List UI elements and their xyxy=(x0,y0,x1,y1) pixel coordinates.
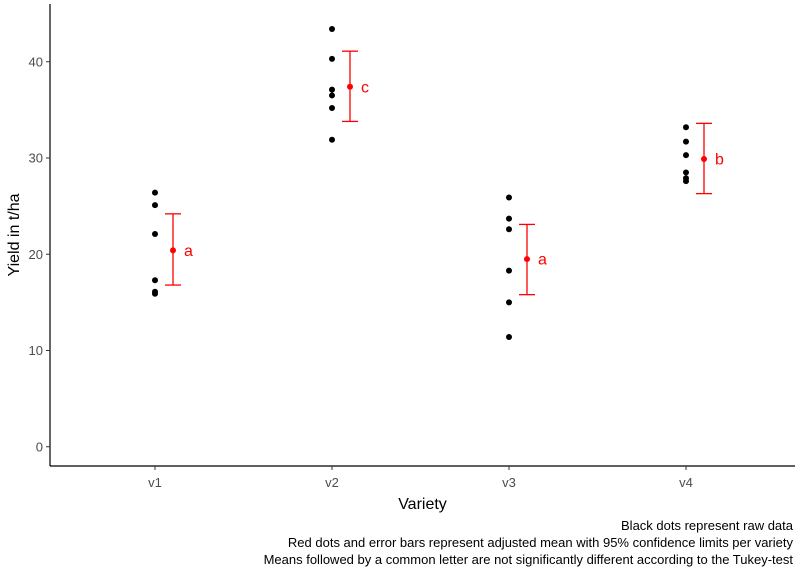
raw-data-point xyxy=(329,55,335,62)
raw-data-point xyxy=(506,267,512,274)
raw-data-point xyxy=(683,178,689,185)
raw-data-point xyxy=(329,86,335,93)
y-tick-label: 20 xyxy=(29,247,43,262)
significance-letter: c xyxy=(361,79,369,96)
raw-data-point xyxy=(683,138,689,145)
raw-data-point xyxy=(152,290,158,297)
raw-data-point xyxy=(152,189,158,196)
caption-line-2: Red dots and error bars represent adjust… xyxy=(287,535,793,550)
x-tick-label: v4 xyxy=(679,475,693,490)
x-tick-label: v2 xyxy=(325,475,339,490)
raw-data-point xyxy=(506,226,512,233)
raw-data-point xyxy=(329,104,335,111)
raw-data-point xyxy=(329,136,335,143)
raw-data-point xyxy=(329,26,335,33)
significance-letter: b xyxy=(715,151,724,168)
adjusted-mean-point xyxy=(524,256,530,263)
raw-data-point xyxy=(329,92,335,99)
adjusted-mean-point xyxy=(701,155,707,162)
raw-data-point xyxy=(683,152,689,159)
adjusted-mean-point xyxy=(170,247,176,254)
x-tick-label: v1 xyxy=(148,475,162,490)
raw-data-point xyxy=(683,124,689,131)
raw-data-point xyxy=(152,202,158,209)
y-tick-label: 10 xyxy=(29,343,43,358)
raw-data-point xyxy=(152,231,158,238)
y-tick-label: 0 xyxy=(36,439,43,454)
caption-line-1: Black dots represent raw data xyxy=(621,518,793,533)
y-tick-label: 40 xyxy=(29,54,43,69)
caption-line-3: Means followed by a common letter are no… xyxy=(263,552,793,567)
raw-data-point xyxy=(506,299,512,306)
y-tick-label: 30 xyxy=(29,151,43,166)
x-axis-title: Variety xyxy=(398,496,447,513)
significance-letter: a xyxy=(184,243,193,260)
x-tick-label: v3 xyxy=(502,475,516,490)
y-axis-title: Yield in t/ha xyxy=(6,193,23,276)
raw-data-point xyxy=(506,334,512,341)
adjusted-mean-point xyxy=(347,83,353,90)
significance-letter: a xyxy=(538,252,547,269)
raw-data-point xyxy=(683,169,689,176)
raw-data-point xyxy=(506,194,512,201)
raw-data-point xyxy=(506,215,512,222)
raw-data-point xyxy=(152,277,158,284)
